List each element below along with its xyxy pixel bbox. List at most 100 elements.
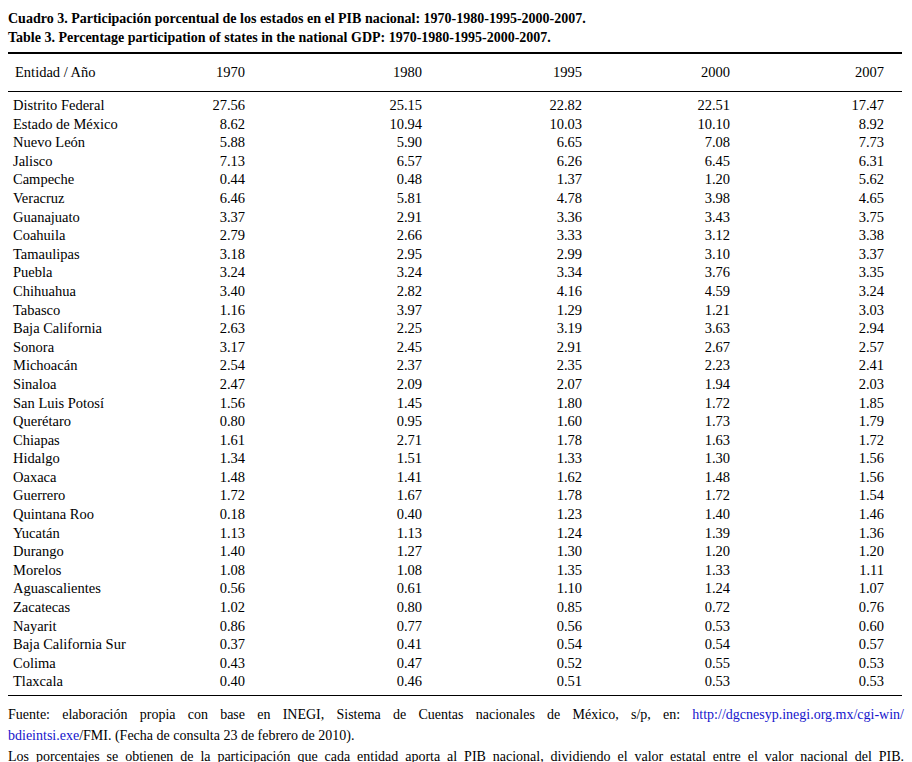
gdp-value-cell: 1.72 — [730, 431, 902, 450]
gdp-value-cell: 0.37 — [178, 635, 245, 654]
gdp-value-cell: 6.26 — [422, 152, 582, 171]
gdp-value-cell: 1.37 — [422, 170, 582, 189]
gdp-value-cell: 4.65 — [730, 189, 902, 208]
gdp-value-cell: 0.53 — [730, 672, 902, 695]
gdp-value-cell: 1.78 — [422, 431, 582, 450]
gdp-value-cell: 0.60 — [730, 617, 902, 636]
gdp-value-cell: 1.40 — [582, 505, 730, 524]
source-tail-text: /FMI. (Fecha de consulta 23 de febrero d… — [79, 728, 354, 743]
gdp-value-cell: 1.23 — [422, 505, 582, 524]
gdp-value-cell: 1.80 — [422, 394, 582, 413]
table-row: Coahuila2.792.663.333.123.38 — [8, 226, 902, 245]
table-row: Estado de México8.6210.9410.0310.108.92 — [8, 115, 902, 134]
table-row: Campeche0.440.481.371.205.62 — [8, 170, 902, 189]
gdp-value-cell: 1.08 — [178, 561, 245, 580]
gdp-value-cell: 3.24 — [178, 263, 245, 282]
gdp-value-cell: 2.47 — [178, 375, 245, 394]
entity-name-cell: Baja California Sur — [8, 635, 178, 654]
gdp-value-cell: 1.20 — [582, 542, 730, 561]
gdp-value-cell: 0.54 — [582, 635, 730, 654]
gdp-value-cell: 1.08 — [245, 561, 422, 580]
gdp-value-cell: 1.60 — [422, 412, 582, 431]
gdp-value-cell: 22.51 — [582, 92, 730, 115]
gdp-value-cell: 1.56 — [730, 468, 902, 487]
gdp-value-cell: 1.62 — [422, 468, 582, 487]
table-row: San Luis Potosí1.561.451.801.721.85 — [8, 394, 902, 413]
entity-name-cell: San Luis Potosí — [8, 394, 178, 413]
gdp-value-cell: 2.99 — [422, 245, 582, 264]
gdp-value-cell: 0.55 — [582, 654, 730, 673]
gdp-value-cell: 4.16 — [422, 282, 582, 301]
gdp-value-cell: 1.72 — [582, 394, 730, 413]
gdp-value-cell: 4.59 — [582, 282, 730, 301]
gdp-value-cell: 5.90 — [245, 133, 422, 152]
gdp-value-cell: 25.15 — [245, 92, 422, 115]
gdp-value-cell: 1.30 — [422, 542, 582, 561]
gdp-value-cell: 3.35 — [730, 263, 902, 282]
source-link-continued[interactable]: bdieintsi.exe — [8, 728, 79, 743]
gdp-value-cell: 0.41 — [245, 635, 422, 654]
entity-name-cell: Nuevo León — [8, 133, 178, 152]
table-row: Chihuahua3.402.824.164.593.24 — [8, 282, 902, 301]
entity-name-cell: Colima — [8, 654, 178, 673]
gdp-value-cell: 3.37 — [178, 208, 245, 227]
gdp-value-cell: 1.85 — [730, 394, 902, 413]
paper-table-page: Cuadro 3. Participación porcentual de lo… — [0, 0, 912, 762]
gdp-value-cell: 1.33 — [582, 561, 730, 580]
gdp-value-cell: 1.63 — [582, 431, 730, 450]
gdp-value-cell: 1.48 — [178, 468, 245, 487]
gdp-value-cell: 3.03 — [730, 301, 902, 320]
gdp-value-cell: 0.56 — [422, 617, 582, 636]
gdp-value-cell: 1.45 — [245, 394, 422, 413]
column-header-1995: 1995 — [422, 53, 582, 92]
gdp-value-cell: 0.18 — [178, 505, 245, 524]
gdp-value-cell: 27.56 — [178, 92, 245, 115]
gdp-value-cell: 7.13 — [178, 152, 245, 171]
table-row: Oaxaca1.481.411.621.481.56 — [8, 468, 902, 487]
gdp-value-cell: 6.45 — [582, 152, 730, 171]
gdp-value-cell: 1.20 — [730, 542, 902, 561]
gdp-value-cell: 1.33 — [422, 449, 582, 468]
gdp-value-cell: 1.11 — [730, 561, 902, 580]
source-link[interactable]: http://dgcnesyp.inegi.org.mx/cgi-win/ — [692, 707, 904, 722]
column-header-2000: 2000 — [582, 53, 730, 92]
source-line-1: Fuente: elaboración propia con base en I… — [8, 704, 904, 725]
table-footnotes: Fuente: elaboración propia con base en I… — [8, 704, 904, 762]
gdp-value-cell: 4.78 — [422, 189, 582, 208]
gdp-value-cell: 3.36 — [422, 208, 582, 227]
gdp-value-cell: 2.94 — [730, 319, 902, 338]
table-row: Sonora3.172.452.912.672.57 — [8, 338, 902, 357]
gdp-value-cell: 3.24 — [245, 263, 422, 282]
source-line-2: bdieintsi.exe/FMI. (Fecha de consulta 23… — [8, 725, 904, 746]
table-row: Baja California Sur0.370.410.540.540.57 — [8, 635, 902, 654]
table-row: Guanajuato3.372.913.363.433.75 — [8, 208, 902, 227]
entity-name-cell: Campeche — [8, 170, 178, 189]
gdp-value-cell: 2.71 — [245, 431, 422, 450]
table-row: Zacatecas1.020.800.850.720.76 — [8, 598, 902, 617]
gdp-value-cell: 1.56 — [178, 394, 245, 413]
entity-name-cell: Durango — [8, 542, 178, 561]
gdp-value-cell: 1.51 — [245, 449, 422, 468]
entity-name-cell: Tabasco — [8, 301, 178, 320]
table-row: Querétaro0.800.951.601.731.79 — [8, 412, 902, 431]
gdp-value-cell: 0.80 — [245, 598, 422, 617]
gdp-value-cell: 8.62 — [178, 115, 245, 134]
gdp-value-cell: 2.91 — [245, 208, 422, 227]
gdp-value-cell: 3.17 — [178, 338, 245, 357]
gdp-value-cell: 2.09 — [245, 375, 422, 394]
gdp-value-cell: 0.95 — [245, 412, 422, 431]
table-row: Sinaloa2.472.092.071.942.03 — [8, 375, 902, 394]
column-header-1980: 1980 — [245, 53, 422, 92]
gdp-participation-table: Entidad / Año 1970 1980 1995 2000 2007 D… — [8, 52, 902, 696]
gdp-value-cell: 2.66 — [245, 226, 422, 245]
table-row: Jalisco7.136.576.266.456.31 — [8, 152, 902, 171]
gdp-value-cell: 1.21 — [582, 301, 730, 320]
gdp-value-cell: 3.97 — [245, 301, 422, 320]
gdp-value-cell: 22.82 — [422, 92, 582, 115]
gdp-value-cell: 1.46 — [730, 505, 902, 524]
gdp-value-cell: 2.03 — [730, 375, 902, 394]
gdp-value-cell: 0.54 — [422, 635, 582, 654]
entity-name-cell: Tamaulipas — [8, 245, 178, 264]
gdp-value-cell: 1.41 — [245, 468, 422, 487]
table-body: Distrito Federal27.5625.1522.8222.5117.4… — [8, 92, 902, 696]
